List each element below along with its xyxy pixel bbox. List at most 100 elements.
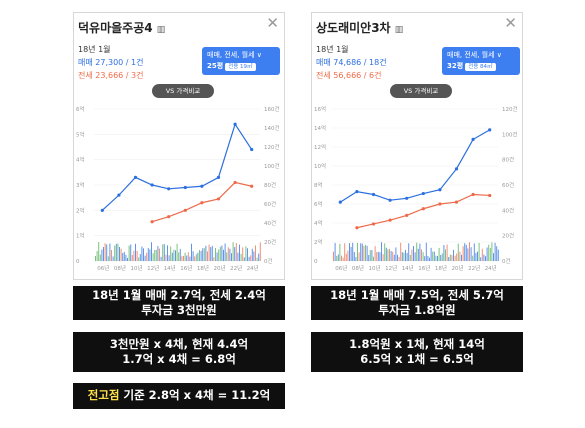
volume-bar — [229, 248, 231, 261]
volume-bar — [397, 254, 398, 261]
volume-bar — [239, 244, 240, 261]
y-right-tick-label: 60건 — [264, 201, 276, 208]
volume-bar — [127, 257, 128, 261]
volume-bar — [464, 243, 466, 261]
volume-bar — [123, 251, 125, 261]
volume-bar — [409, 254, 411, 261]
volume-bar — [422, 252, 424, 261]
data-point — [421, 191, 425, 196]
volume-bar — [497, 249, 499, 261]
volume-bar — [119, 247, 120, 261]
x-tick-label: 22년 — [230, 264, 242, 272]
volume-bar — [403, 252, 405, 261]
volume-bar — [138, 257, 140, 261]
y-left-tick-label: 6억 — [76, 105, 85, 113]
volume-bar — [171, 252, 173, 261]
building-icon: ▥ — [156, 25, 166, 35]
y-left-tick-label: 6억 — [314, 200, 323, 208]
volume-bar — [203, 248, 205, 261]
volume-bar — [99, 254, 101, 261]
volume-bar — [491, 242, 493, 261]
volume-bar — [416, 242, 418, 261]
volume-bar — [389, 248, 390, 261]
volume-bar — [163, 244, 165, 261]
data-point — [183, 185, 187, 190]
volume-bar — [215, 247, 216, 261]
vs-compare-button[interactable]: VS 가격비교 — [390, 84, 452, 98]
volume-bar — [408, 243, 410, 261]
data-point — [233, 122, 237, 126]
volume-bar — [170, 246, 172, 261]
data-point — [488, 128, 492, 132]
volume-bar — [247, 248, 248, 261]
data-point — [405, 213, 409, 217]
volume-bar — [256, 257, 258, 261]
volume-bar — [234, 247, 236, 261]
volume-bar — [200, 250, 202, 261]
volume-bar — [107, 256, 109, 261]
volume-bar — [207, 251, 208, 261]
volume-bar — [213, 257, 215, 261]
volume-bar — [146, 252, 148, 261]
volume-bar — [449, 254, 451, 261]
volume-bar — [486, 247, 488, 261]
close-icon[interactable]: ✕ — [504, 14, 517, 32]
volume-bar — [483, 254, 485, 261]
volume-bar — [149, 249, 151, 261]
x-tick-label: 12년 — [147, 264, 159, 272]
data-point — [100, 208, 104, 212]
data-point — [421, 207, 425, 211]
summary-box-right-1: 18년 1월 매매 7.5억, 전세 5.7억 투자금 1.8억원 — [311, 286, 523, 320]
x-tick-label: 12년 — [385, 264, 397, 272]
summary-box-right-2: 1.8억원 x 1채, 현재 14억 6.5억 x 1채 = 6.5억 — [311, 332, 523, 372]
volume-bar — [250, 255, 252, 261]
volume-bar — [106, 244, 108, 261]
y-right-tick-label: 40건 — [264, 220, 276, 227]
x-tick-label: 10년 — [369, 264, 381, 272]
volume-bar — [218, 249, 220, 261]
y-left-tick-label: 3억 — [76, 181, 85, 189]
price-info: 18년 1월 매매 74,686 / 18건 전세 56,666 / 6건 — [316, 43, 387, 82]
vs-compare-button[interactable]: VS 가격비교 — [152, 84, 214, 98]
volume-bar — [336, 255, 338, 261]
data-point — [355, 190, 359, 194]
volume-bar — [130, 244, 132, 261]
volume-bar — [461, 254, 462, 261]
volume-bar — [355, 257, 357, 261]
x-tick-label: 20년 — [214, 264, 226, 272]
volume-bar — [139, 254, 141, 261]
volume-bar — [414, 252, 416, 261]
data-point — [471, 192, 475, 197]
sale-price: 매매 74,686 / 18건 — [316, 58, 387, 67]
volume-bar — [98, 242, 100, 261]
volume-bar — [112, 256, 114, 261]
volume-bar — [109, 243, 111, 261]
volume-bar — [248, 256, 250, 261]
volume-bar — [424, 256, 426, 261]
volume-bar — [432, 251, 434, 261]
volume-bar — [453, 249, 454, 261]
y-left-tick-label: 4억 — [314, 219, 323, 227]
y-right-tick-label: 0건 — [264, 258, 273, 265]
volume-bar — [377, 251, 379, 261]
y-right-tick-label: 120건 — [502, 106, 518, 113]
volume-bar — [368, 254, 370, 261]
volume-bar — [337, 254, 339, 261]
trade-filter-dropdown[interactable]: 매매, 전세, 월세 ∨ 32평 전용 84㎡ — [442, 47, 520, 75]
volume-bar — [186, 255, 188, 261]
x-tick-label: 16년 — [180, 264, 192, 272]
volume-bar — [475, 252, 477, 261]
volume-bar — [353, 251, 355, 261]
volume-bar — [374, 246, 376, 261]
close-icon[interactable]: ✕ — [266, 14, 279, 32]
volume-bar — [128, 245, 130, 261]
volume-bar — [168, 255, 170, 261]
volume-bar — [115, 243, 117, 261]
trade-filter-dropdown[interactable]: 매매, 전세, 월세 ∨ 25평 전용 19㎡ — [202, 47, 280, 75]
volume-bar — [152, 253, 154, 261]
volume-bar — [489, 247, 491, 261]
sale-price: 매매 27,300 / 1건 — [78, 58, 144, 67]
y-right-tick-label: 80건 — [264, 182, 276, 189]
volume-bar — [440, 254, 442, 261]
x-tick-label: 20년 — [452, 264, 464, 272]
